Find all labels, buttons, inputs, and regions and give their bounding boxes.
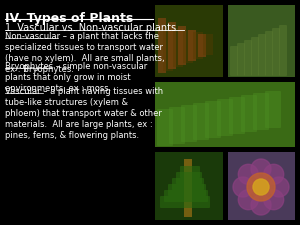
FancyBboxPatch shape	[160, 196, 210, 208]
Circle shape	[253, 179, 269, 195]
FancyBboxPatch shape	[244, 40, 252, 76]
FancyBboxPatch shape	[180, 166, 200, 178]
Text: 1. Vascular vs. Non-vascular plants: 1. Vascular vs. Non-vascular plants	[5, 23, 176, 33]
Circle shape	[251, 195, 271, 215]
FancyBboxPatch shape	[169, 107, 185, 144]
FancyBboxPatch shape	[193, 103, 209, 140]
FancyBboxPatch shape	[203, 34, 213, 55]
Circle shape	[233, 177, 253, 197]
Text: Vascular – a plant having tissues with
tube-like structures (xylem &
phloem) tha: Vascular – a plant having tissues with t…	[5, 87, 163, 140]
FancyBboxPatch shape	[155, 82, 295, 147]
FancyBboxPatch shape	[184, 159, 192, 217]
Circle shape	[264, 190, 284, 210]
FancyBboxPatch shape	[230, 46, 238, 76]
Circle shape	[247, 173, 275, 201]
FancyBboxPatch shape	[279, 25, 287, 76]
Text: IV. Types of Plants: IV. Types of Plants	[5, 12, 133, 25]
FancyBboxPatch shape	[229, 97, 245, 134]
FancyBboxPatch shape	[188, 30, 196, 61]
FancyBboxPatch shape	[237, 43, 245, 76]
FancyBboxPatch shape	[164, 190, 208, 202]
FancyBboxPatch shape	[198, 34, 206, 57]
FancyBboxPatch shape	[157, 109, 173, 146]
FancyBboxPatch shape	[205, 101, 221, 138]
Circle shape	[251, 159, 271, 179]
FancyBboxPatch shape	[228, 5, 295, 77]
FancyBboxPatch shape	[183, 30, 193, 63]
FancyBboxPatch shape	[181, 105, 197, 142]
Circle shape	[264, 164, 284, 184]
Text: Non-vascular – a plant that lacks the
specialized tissues to transport water
(ha: Non-vascular – a plant that lacks the sp…	[5, 32, 165, 74]
Text: Bryophytes – simple non-vascular
plants that only grow in moist
environments, ex: Bryophytes – simple non-vascular plants …	[5, 62, 147, 93]
FancyBboxPatch shape	[163, 26, 173, 71]
Circle shape	[238, 164, 258, 184]
FancyBboxPatch shape	[251, 37, 259, 76]
FancyBboxPatch shape	[253, 93, 269, 130]
FancyBboxPatch shape	[241, 95, 257, 132]
FancyBboxPatch shape	[265, 31, 273, 76]
Circle shape	[238, 190, 258, 210]
FancyBboxPatch shape	[173, 28, 183, 67]
Circle shape	[269, 177, 289, 197]
FancyBboxPatch shape	[155, 152, 223, 220]
FancyBboxPatch shape	[155, 5, 223, 77]
FancyBboxPatch shape	[228, 152, 295, 220]
FancyBboxPatch shape	[158, 18, 166, 73]
FancyBboxPatch shape	[168, 22, 176, 69]
FancyBboxPatch shape	[178, 26, 186, 65]
FancyBboxPatch shape	[176, 172, 202, 184]
FancyBboxPatch shape	[217, 99, 233, 136]
FancyBboxPatch shape	[258, 34, 266, 76]
FancyBboxPatch shape	[168, 184, 206, 196]
FancyBboxPatch shape	[265, 91, 281, 128]
FancyBboxPatch shape	[193, 32, 203, 59]
FancyBboxPatch shape	[272, 28, 280, 76]
FancyBboxPatch shape	[172, 178, 204, 190]
